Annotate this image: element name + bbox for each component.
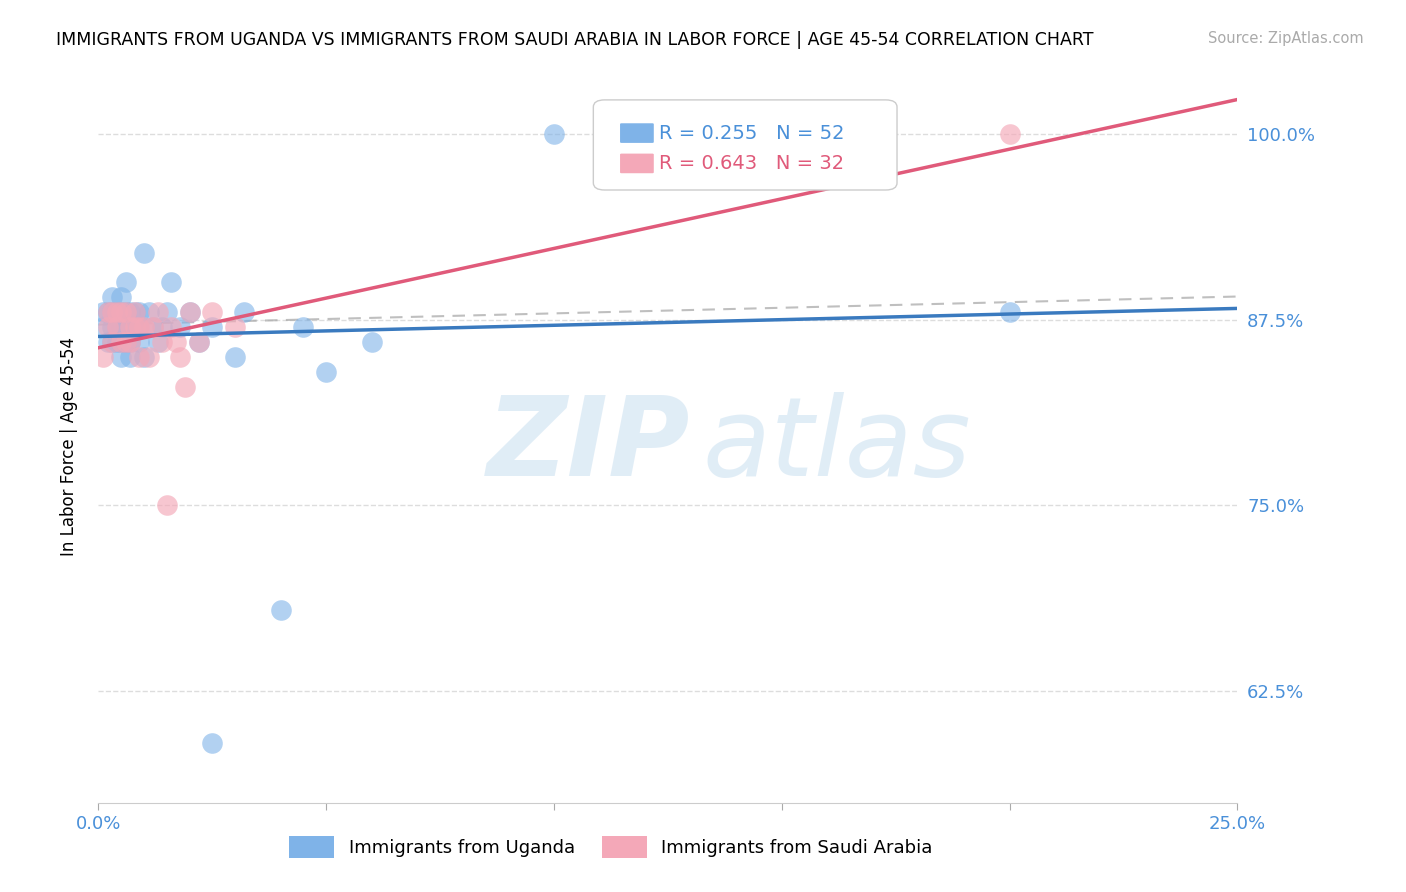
Point <box>91 320 114 334</box>
Point <box>110 290 132 304</box>
Point <box>224 350 246 364</box>
Point <box>114 320 136 334</box>
Point <box>174 379 197 393</box>
Point <box>91 350 114 364</box>
Point <box>201 305 224 319</box>
Point <box>114 334 136 349</box>
Legend: Immigrants from Uganda, Immigrants from Saudi Arabia: Immigrants from Uganda, Immigrants from … <box>281 829 941 865</box>
Point <box>110 334 132 349</box>
Point <box>156 499 179 513</box>
Point <box>110 334 132 349</box>
Point <box>360 334 382 349</box>
Text: R = 0.255   N = 52: R = 0.255 N = 52 <box>659 124 845 143</box>
Point <box>114 320 136 334</box>
Point <box>160 276 183 290</box>
Point <box>165 334 187 349</box>
Point <box>110 350 132 364</box>
Point <box>110 305 132 319</box>
Point <box>101 334 124 349</box>
Point <box>96 320 118 334</box>
Point <box>105 320 128 334</box>
Point <box>169 350 191 364</box>
Point <box>101 305 124 319</box>
Point <box>142 320 165 334</box>
Point <box>101 334 124 349</box>
Point <box>132 320 155 334</box>
Point <box>543 127 565 141</box>
Point <box>270 602 292 616</box>
Point <box>142 320 165 334</box>
Point <box>998 127 1021 141</box>
Point <box>315 365 337 379</box>
Point <box>146 334 169 349</box>
Point <box>179 305 201 319</box>
Point <box>128 334 150 349</box>
Point <box>132 245 155 260</box>
Point <box>124 320 146 334</box>
Point <box>124 320 146 334</box>
Point <box>120 334 142 349</box>
Point <box>124 305 146 319</box>
Point <box>96 334 118 349</box>
Point <box>101 320 124 334</box>
Text: ZIP: ZIP <box>486 392 690 500</box>
Point <box>120 350 142 364</box>
Point <box>150 334 173 349</box>
Point <box>114 305 136 319</box>
Point <box>120 320 142 334</box>
Text: Source: ZipAtlas.com: Source: ZipAtlas.com <box>1208 31 1364 46</box>
Point <box>128 350 150 364</box>
Point <box>120 320 142 334</box>
Point <box>105 334 128 349</box>
Point <box>138 350 160 364</box>
Point <box>201 320 224 334</box>
Point <box>150 320 173 334</box>
Point <box>132 350 155 364</box>
Point <box>179 305 201 319</box>
Point <box>292 320 315 334</box>
Y-axis label: In Labor Force | Age 45-54: In Labor Force | Age 45-54 <box>59 336 77 556</box>
Point <box>124 320 146 334</box>
Point <box>101 305 124 319</box>
Point <box>120 334 142 349</box>
Point <box>114 305 136 319</box>
Point <box>998 305 1021 319</box>
Point <box>105 305 128 319</box>
Point <box>201 736 224 750</box>
Point <box>96 305 118 319</box>
Point <box>110 320 132 334</box>
Point <box>146 305 169 319</box>
Point <box>120 305 142 319</box>
Point <box>105 320 128 334</box>
Point <box>233 305 256 319</box>
Point <box>91 305 114 319</box>
Point <box>187 334 209 349</box>
Point <box>105 305 128 319</box>
Point <box>101 290 124 304</box>
Text: atlas: atlas <box>702 392 970 500</box>
Text: IMMIGRANTS FROM UGANDA VS IMMIGRANTS FROM SAUDI ARABIA IN LABOR FORCE | AGE 45-5: IMMIGRANTS FROM UGANDA VS IMMIGRANTS FRO… <box>56 31 1094 49</box>
Point <box>224 320 246 334</box>
Point <box>128 305 150 319</box>
Point <box>169 320 191 334</box>
Point <box>128 320 150 334</box>
Text: R = 0.643   N = 32: R = 0.643 N = 32 <box>659 154 845 173</box>
Point <box>110 305 132 319</box>
Point <box>124 305 146 319</box>
Point <box>160 320 183 334</box>
Point <box>187 334 209 349</box>
Point <box>128 320 150 334</box>
Point <box>114 276 136 290</box>
Point <box>138 305 160 319</box>
Point <box>156 305 179 319</box>
Point <box>96 305 118 319</box>
Point <box>114 334 136 349</box>
